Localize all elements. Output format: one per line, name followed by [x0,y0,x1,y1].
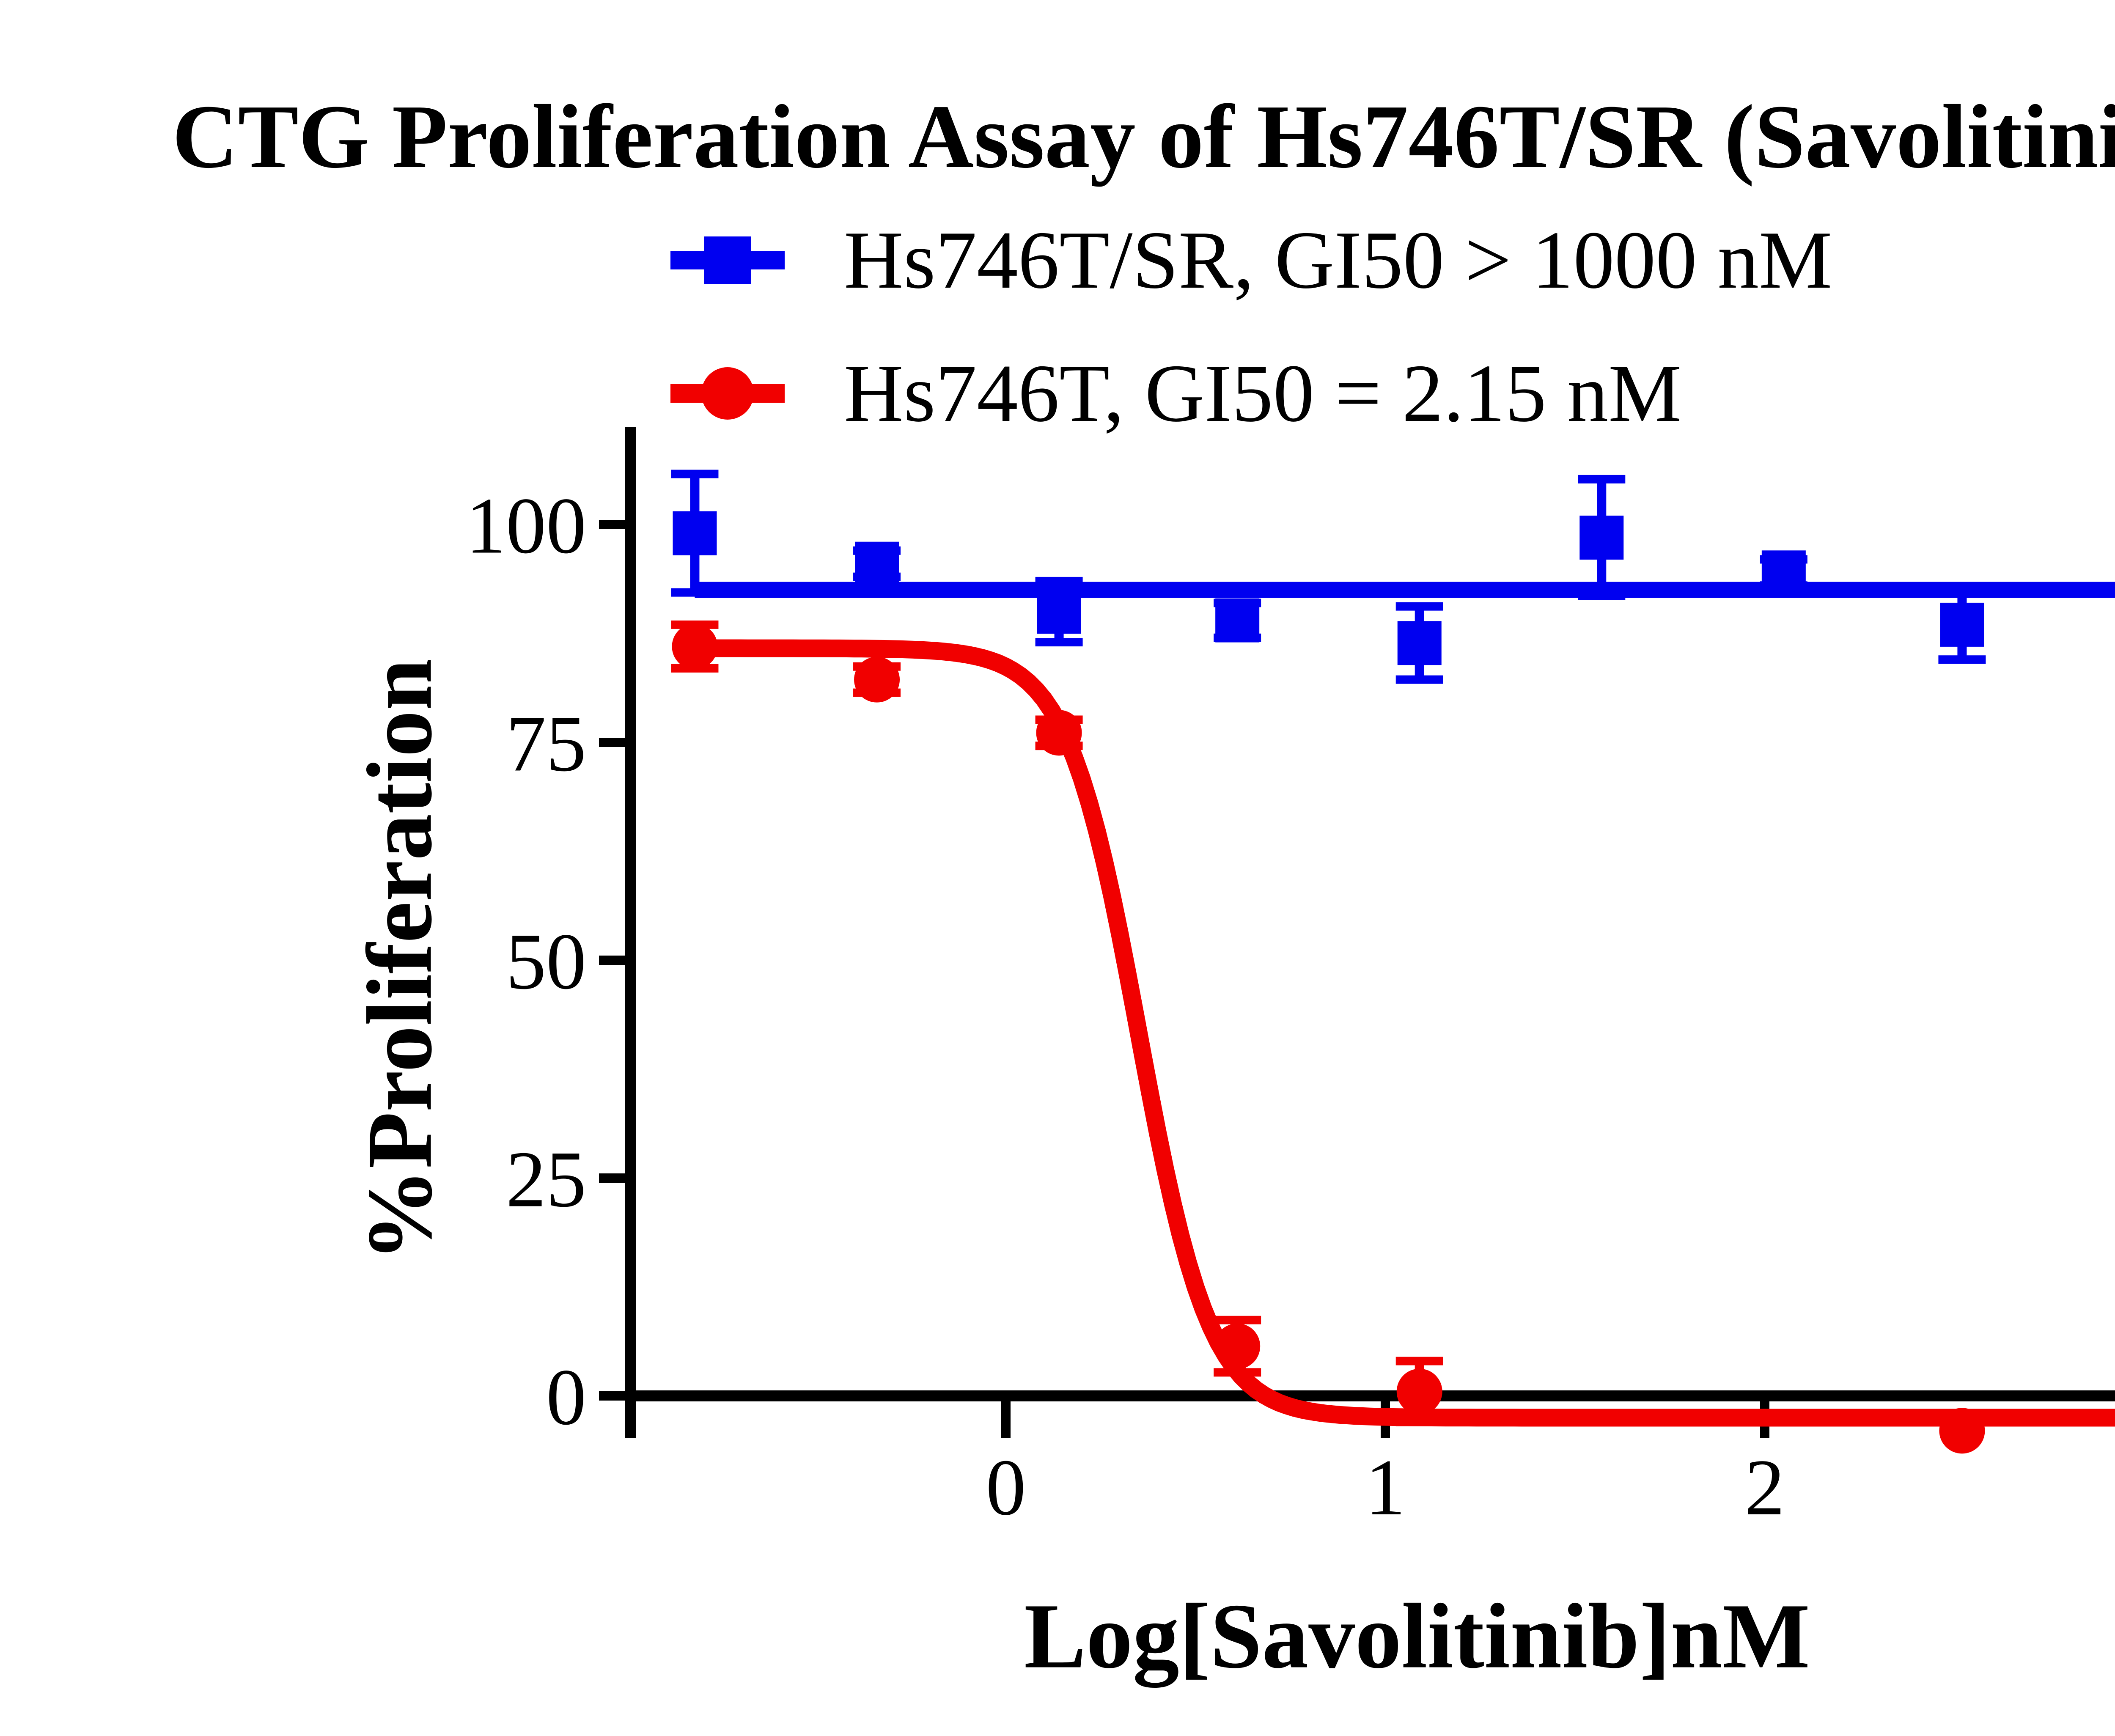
y-tick-label: 25 [506,1135,586,1224]
x-axis-title: Log[Savolitinib]nM [1024,1584,1810,1688]
data-point-marker [1396,1368,1442,1415]
legend-marker-square-icon [670,228,785,292]
legend-label-hs746t: Hs746T, GI50 = 2.15 nM [844,347,1682,439]
legend-item-hs746t: Hs746T, GI50 = 2.15 nM [670,352,1832,434]
data-point-marker [672,624,718,670]
y-tick-label: 0 [546,1353,586,1442]
data-point-marker [1940,602,1984,647]
data-point-marker [673,511,717,555]
data-point-marker [855,541,899,586]
chart-title: CTG Proliferation Assay of Hs746T/SR (Sa… [172,86,2115,187]
legend-label-hs746t-sr: Hs746T/SR, GI50 > 1000 nM [844,214,1832,306]
series-hs746t [671,620,2115,1454]
fit-curve-sigmoid [693,639,2115,1427]
y-tick-label: 100 [466,482,586,571]
y-axis-title: %Proliferation [348,659,451,1262]
legend: Hs746T/SR, GI50 > 1000 nM Hs746T, GI50 =… [670,219,1832,491]
y-tick-label: 50 [506,917,586,1006]
x-axis-ticks: 0123 [986,1396,1785,1532]
y-tick-label: 75 [506,700,586,788]
x-tick-label: 1 [1365,1443,1406,1532]
data-point-marker [1579,515,1624,560]
x-tick-label: 2 [1745,1443,1785,1532]
y-axis-ticks: 100 75 50 25 0 [466,482,625,1442]
legend-marker-circle-icon [670,362,785,425]
circle-marker-icon [701,367,754,420]
data-point-marker [1215,598,1260,643]
x-tick-label: 0 [986,1443,1026,1532]
axes [625,427,2115,1438]
series-hs746t-sr [671,470,2115,684]
data-point-marker [854,656,900,703]
square-marker-icon [704,236,751,284]
data-point-marker [1397,621,1442,665]
legend-item-hs746t-sr: Hs746T/SR, GI50 > 1000 nM [670,219,1832,301]
